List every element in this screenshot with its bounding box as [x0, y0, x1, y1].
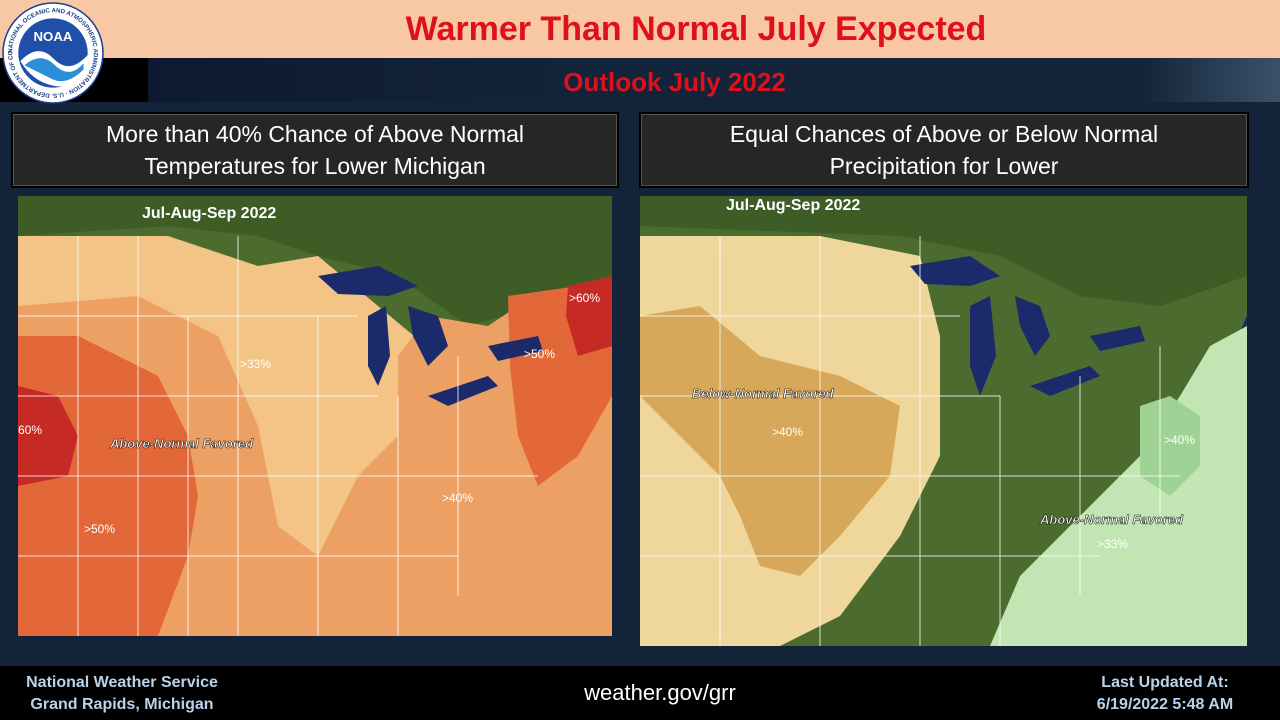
footer-org-line2: Grand Rapids, Michigan [30, 696, 214, 713]
logo-text: NOAA [33, 29, 72, 44]
header-bar [112, 0, 1280, 58]
temp-label-40: >40% [442, 491, 473, 505]
right-heading-line2: Precipitation for Lower [829, 153, 1059, 179]
left-map-title: Jul-Aug-Sep 2022 [142, 205, 276, 222]
noaa-logo: NOAA NATIONAL OCEANIC AND ATMOSPHERIC AD… [2, 2, 104, 104]
temp-label-50-east: >50% [524, 347, 555, 361]
right-panel-heading: Equal Chances of Above or Below Normal P… [639, 112, 1249, 188]
precip-above-zone-40 [1140, 396, 1200, 496]
temp-zone-60-west [18, 386, 78, 486]
right-heading-line1: Equal Chances of Above or Below Normal [729, 121, 1159, 147]
lake-erie [1030, 366, 1100, 396]
precip-below-zone-40 [640, 306, 900, 576]
left-heading-line1: More than 40% Chance of Above Normal [105, 121, 525, 147]
footer-updated: Last Updated At: 6/19/2022 5:48 AM [1060, 672, 1270, 716]
footer-updated-value: 6/19/2022 5:48 AM [1096, 696, 1234, 713]
lake-huron [408, 306, 448, 366]
canada-land [640, 196, 1247, 306]
footer-updated-label: Last Updated At: [1101, 674, 1229, 691]
lake-erie [428, 376, 498, 406]
footer-org-line1: National Weather Service [26, 674, 218, 691]
precip-label-below-40: >40% [772, 425, 803, 439]
canada-land [18, 196, 612, 326]
temp-label-33: >33% [240, 357, 271, 371]
precip-below-label: Below-Normal Favored [692, 386, 835, 401]
temperature-outlook-map: Jul-Aug-Sep 2022 Above-Normal Favored >3… [18, 196, 612, 636]
footer-bar [0, 666, 1280, 720]
lake-ontario [1090, 326, 1145, 351]
precip-above-label: Above-Normal Favored [1039, 512, 1184, 527]
lake-michigan [368, 306, 390, 386]
page-title: Warmer Than Normal July Expected [405, 9, 987, 48]
left-heading-line2: Temperatures for Lower Michigan [144, 153, 486, 179]
precip-label-above-40: >40% [1164, 433, 1195, 447]
footer-url[interactable]: weather.gov/grr [584, 680, 736, 705]
temp-label-60-west: 60% [18, 423, 42, 437]
precipitation-outlook-map: Jul-Aug-Sep 2022 Below-Normal Favored Ab… [640, 196, 1247, 646]
temp-favored-label: Above-Normal Favored [109, 436, 254, 451]
lake-ontario [488, 336, 543, 361]
subtitle-bar [112, 58, 1280, 102]
lake-huron [1015, 296, 1050, 356]
state-boundaries [18, 236, 538, 636]
lake-superior [910, 256, 1000, 286]
temp-zone-60-northeast [566, 276, 612, 356]
lake-michigan [970, 296, 996, 396]
left-panel-heading: More than 40% Chance of Above Normal Tem… [11, 112, 619, 188]
temp-label-50-west: >50% [84, 522, 115, 536]
lake-superior [318, 266, 418, 296]
state-boundaries [640, 236, 1180, 646]
page-subtitle: Outlook July 2022 [563, 66, 786, 97]
footer-org: National Weather Service Grand Rapids, M… [12, 672, 232, 716]
right-map-title: Jul-Aug-Sep 2022 [726, 197, 860, 214]
precip-label-above-33: >33% [1097, 537, 1128, 551]
temp-label-60-northeast: >60% [569, 291, 600, 305]
